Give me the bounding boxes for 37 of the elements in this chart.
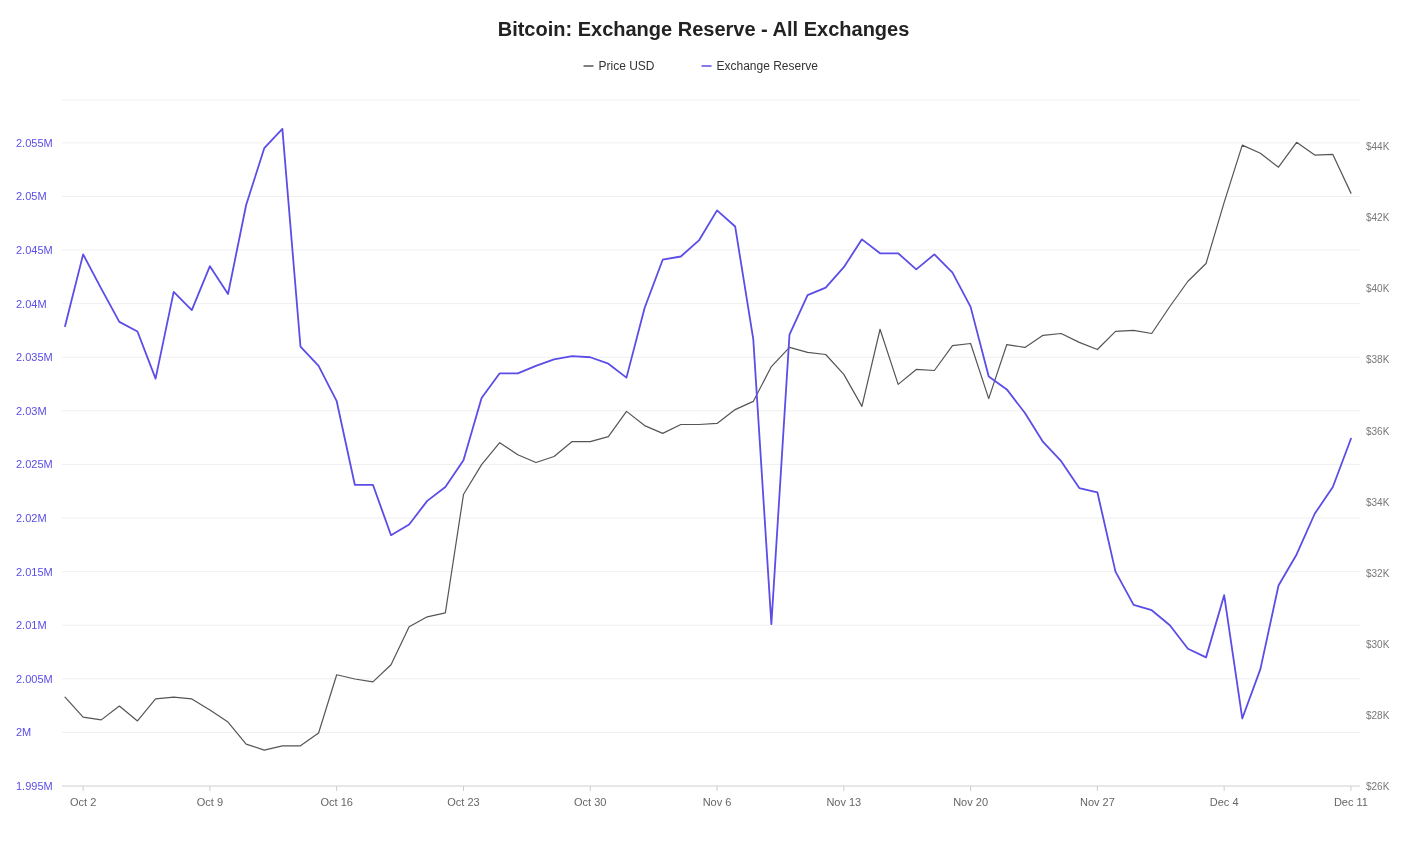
- y2-tick-label: $40K: [1366, 283, 1390, 295]
- x-tick-label: Nov 13: [826, 796, 862, 808]
- y2-tick-label: $34K: [1366, 496, 1390, 508]
- x-tick-label: Oct 9: [196, 796, 224, 808]
- x-tick-label: Nov 6: [702, 796, 732, 808]
- x-tick-label: Dec 4: [1209, 796, 1239, 808]
- x-tick-label: Oct 30: [574, 796, 607, 808]
- y-tick-label: 2.03M: [16, 404, 47, 417]
- y-tick-label: 2.01M: [16, 619, 47, 632]
- y-tick-label: 2.015M: [16, 565, 53, 578]
- y-tick-label: 2.05M: [16, 190, 47, 203]
- y2-tick-label: $38K: [1366, 354, 1390, 366]
- x-tick-label: Oct 23: [447, 796, 480, 808]
- y-tick-label: 2.045M: [16, 244, 53, 257]
- y-tick-label: 2.035M: [16, 351, 53, 364]
- x-tick-label: Oct 16: [320, 796, 353, 808]
- y-tick-label: 1.995M: [16, 780, 53, 792]
- x-tick-label: Oct 2: [69, 796, 97, 808]
- y2-tick-label: $42K: [1366, 212, 1390, 224]
- y2-tick-label: $28K: [1366, 709, 1390, 721]
- legend-label: Price USD: [598, 59, 655, 73]
- y-tick-label: 2.055M: [16, 136, 53, 149]
- y2-tick-label: $26K: [1366, 781, 1390, 792]
- y-tick-label: 2.04M: [16, 297, 47, 310]
- x-tick-label: Nov 20: [953, 796, 989, 808]
- y-tick-label: 2.025M: [16, 458, 53, 471]
- y2-tick-label: $32K: [1366, 567, 1390, 579]
- y2-tick-label: $44K: [1366, 141, 1390, 153]
- y2-tick-label: $36K: [1366, 425, 1390, 437]
- x-tick-label: Dec 11: [1333, 796, 1368, 808]
- y-tick-label: 2M: [16, 726, 32, 739]
- x-tick-label: Nov 27: [1079, 796, 1115, 808]
- legend-label: Exchange Reserve: [716, 59, 819, 73]
- y2-tick-label: $30K: [1366, 638, 1390, 650]
- y-tick-label: 2.005M: [16, 672, 53, 685]
- y-tick-label: 2.02M: [16, 512, 47, 525]
- chart-title: Bitcoin: Exchange Reserve - All Exchanges: [497, 18, 910, 40]
